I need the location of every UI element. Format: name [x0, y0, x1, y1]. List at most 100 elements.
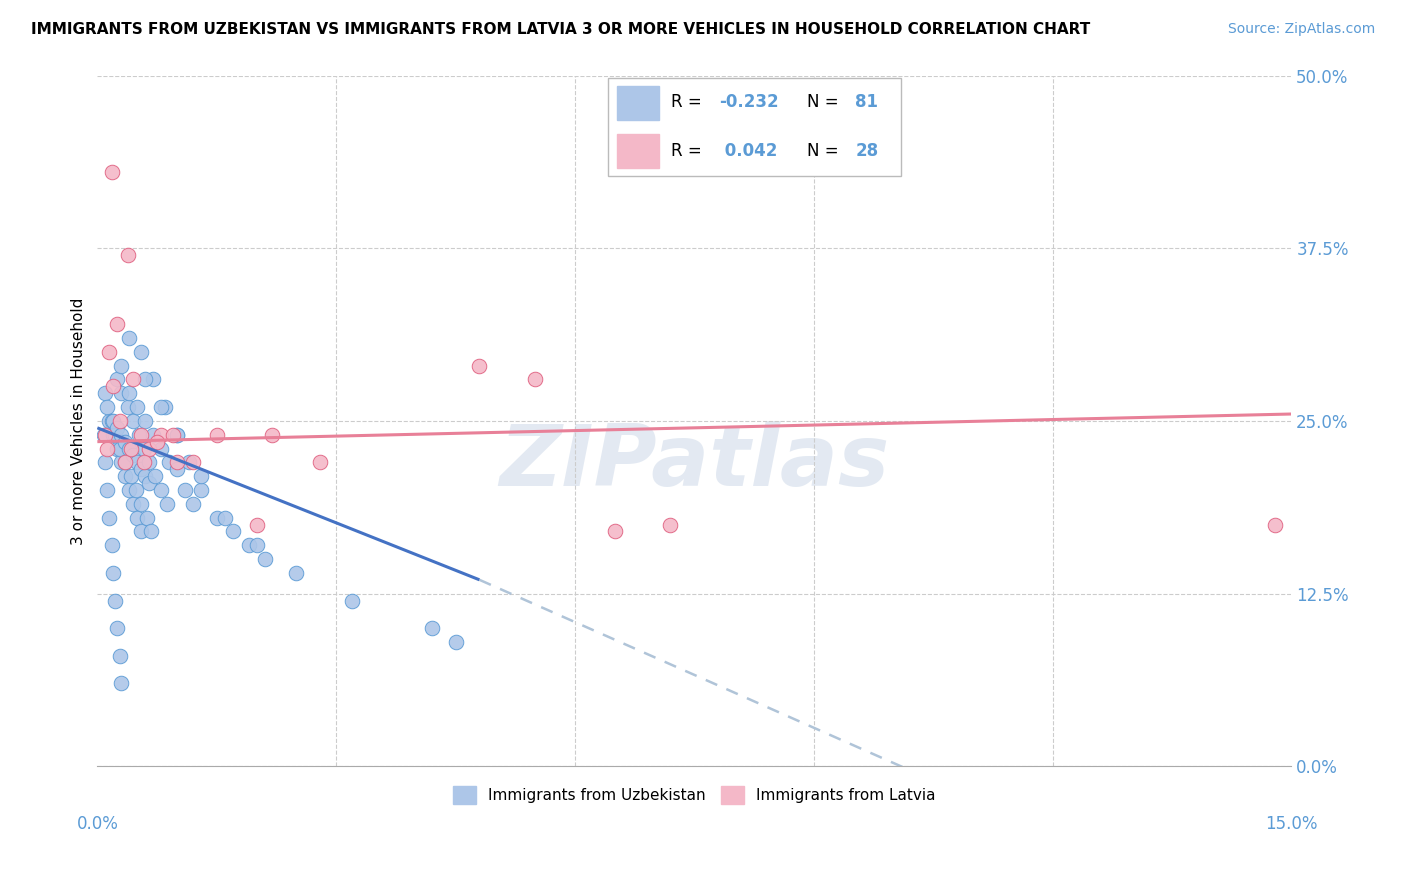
Point — [127, 400, 149, 414]
Point — [138, 442, 160, 456]
Point — [214, 510, 236, 524]
Point — [127, 510, 149, 524]
Point — [135, 510, 157, 524]
Point — [157, 455, 180, 469]
Point — [108, 648, 131, 663]
Point — [100, 414, 122, 428]
Point — [103, 414, 125, 428]
Text: 81: 81 — [855, 94, 879, 112]
Point — [117, 248, 139, 262]
Point — [118, 331, 141, 345]
Point — [162, 427, 184, 442]
Point — [166, 462, 188, 476]
Point — [94, 455, 117, 469]
Text: N =: N = — [807, 94, 839, 112]
Point — [205, 510, 228, 524]
Point — [105, 442, 128, 456]
Point — [166, 427, 188, 442]
Bar — [617, 87, 659, 120]
Point — [659, 517, 682, 532]
Point — [129, 462, 152, 476]
Point — [118, 483, 141, 497]
Point — [142, 372, 165, 386]
Point — [96, 400, 118, 414]
Point — [190, 483, 212, 497]
Point — [122, 372, 145, 386]
Point — [262, 427, 284, 442]
Point — [94, 427, 117, 442]
Point — [129, 344, 152, 359]
Point — [285, 566, 308, 580]
Legend: Immigrants from Uzbekistan, Immigrants from Latvia: Immigrants from Uzbekistan, Immigrants f… — [447, 780, 942, 811]
Point — [100, 538, 122, 552]
Point — [150, 427, 173, 442]
Point — [166, 427, 188, 442]
Point — [122, 497, 145, 511]
Y-axis label: 3 or more Vehicles in Household: 3 or more Vehicles in Household — [72, 297, 86, 545]
Point — [122, 414, 145, 428]
Point — [114, 434, 136, 449]
Point — [1264, 517, 1286, 532]
Point — [444, 635, 467, 649]
Point — [96, 483, 118, 497]
Bar — [617, 135, 659, 168]
Point — [124, 483, 146, 497]
Text: 28: 28 — [855, 142, 879, 160]
Point — [134, 414, 156, 428]
Point — [94, 386, 117, 401]
Point — [134, 372, 156, 386]
Point — [104, 427, 127, 442]
Point — [98, 510, 121, 524]
Point — [105, 317, 128, 331]
Point — [174, 483, 197, 497]
Point — [114, 469, 136, 483]
Point — [181, 497, 204, 511]
Point — [108, 442, 131, 456]
Point — [105, 421, 128, 435]
Point — [100, 165, 122, 179]
Text: N =: N = — [807, 142, 839, 160]
Text: 0.042: 0.042 — [720, 142, 778, 160]
Point — [110, 676, 132, 690]
Point — [138, 476, 160, 491]
Point — [153, 400, 176, 414]
Point — [129, 497, 152, 511]
Point — [110, 455, 132, 469]
Point — [309, 455, 332, 469]
Text: -0.232: -0.232 — [720, 94, 779, 112]
Point — [150, 400, 173, 414]
Point — [150, 442, 173, 456]
Point — [603, 524, 626, 539]
Point — [105, 372, 128, 386]
Text: R =: R = — [671, 94, 702, 112]
Point — [127, 455, 149, 469]
Point — [118, 386, 141, 401]
Point — [108, 414, 131, 428]
Point — [120, 442, 142, 456]
Point — [129, 524, 152, 539]
Point — [132, 455, 155, 469]
Point — [98, 344, 121, 359]
Text: ZIPatlas: ZIPatlas — [499, 421, 890, 504]
Point — [245, 538, 267, 552]
Point — [253, 552, 276, 566]
Text: IMMIGRANTS FROM UZBEKISTAN VS IMMIGRANTS FROM LATVIA 3 OR MORE VEHICLES IN HOUSE: IMMIGRANTS FROM UZBEKISTAN VS IMMIGRANTS… — [31, 22, 1090, 37]
Point — [103, 379, 125, 393]
Point — [138, 455, 160, 469]
Point — [190, 469, 212, 483]
Point — [245, 517, 267, 532]
Point — [238, 538, 260, 552]
Point — [141, 524, 163, 539]
Point — [146, 434, 169, 449]
FancyBboxPatch shape — [607, 78, 901, 177]
Point — [103, 566, 125, 580]
Point — [118, 442, 141, 456]
Point — [181, 455, 204, 469]
Point — [93, 427, 115, 442]
Text: R =: R = — [671, 142, 702, 160]
Point — [134, 469, 156, 483]
Point — [120, 469, 142, 483]
Point — [524, 372, 547, 386]
Point — [166, 455, 188, 469]
Point — [150, 483, 173, 497]
